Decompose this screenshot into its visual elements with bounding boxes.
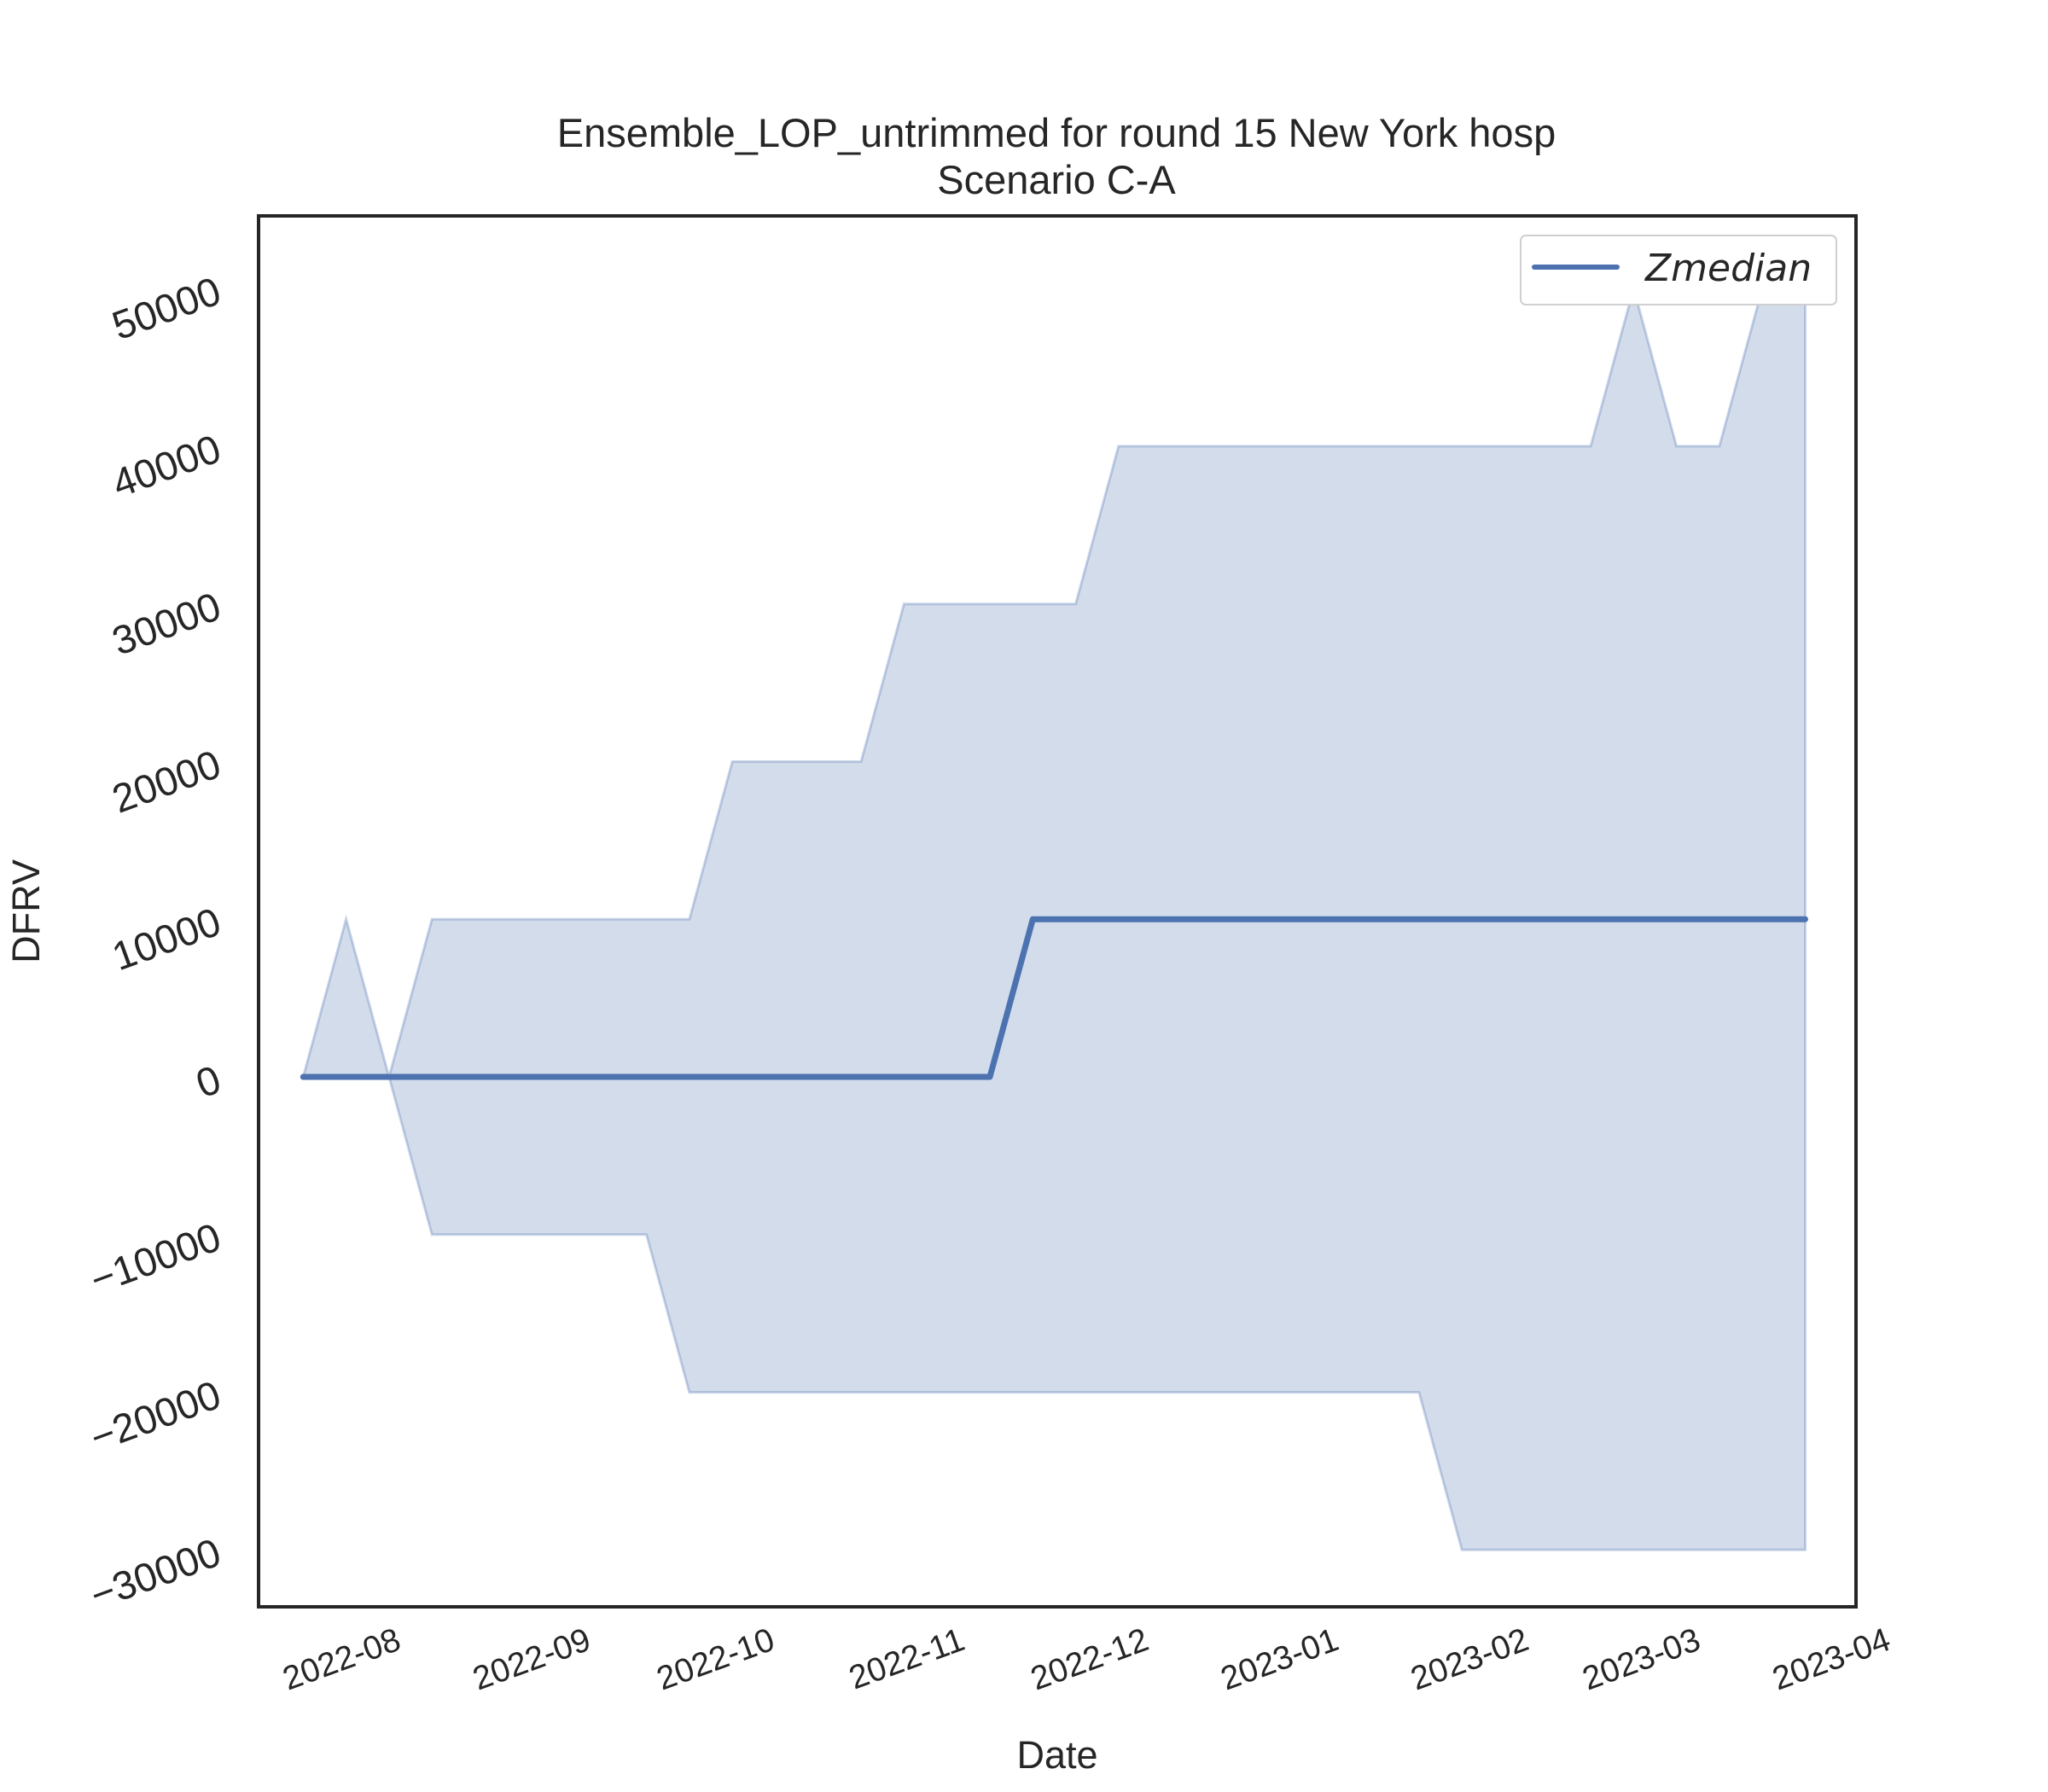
plot-frame: [257, 214, 1858, 1609]
x-tick-label: 2022-10: [652, 1621, 779, 1697]
y-tick-label: 30000: [106, 583, 226, 664]
x-axis-label: Date: [1016, 1733, 1097, 1777]
x-tick-label: 2022-12: [1026, 1621, 1153, 1697]
chart-title: Ensemble_LOP_untrimmed for round 15 New …: [557, 110, 1556, 155]
legend-box: [1520, 235, 1837, 305]
x-tick-label: 2023-02: [1406, 1621, 1533, 1697]
y-axis-label: DFRV: [4, 859, 48, 963]
y-tick-label: 40000: [106, 425, 226, 506]
y-tick-label: 20000: [106, 741, 226, 822]
y-tick-label: −20000: [84, 1371, 227, 1460]
x-tick-label: 2022-08: [278, 1621, 405, 1697]
series-line-zmedian: [300, 916, 1808, 1080]
x-axis-ticks: 2022-08 2022-09 2022-10 2022-11 2022-12 2023-…: [278, 1621, 1895, 1697]
y-tick-label: −10000: [84, 1213, 227, 1302]
x-tick-label: 2023-01: [1216, 1621, 1343, 1697]
x-tick-label: 2023-03: [1578, 1621, 1705, 1697]
y-tick-label: −30000: [84, 1529, 227, 1618]
y-tick-label: 10000: [106, 899, 226, 980]
x-tick-label: 2022-11: [844, 1621, 969, 1696]
x-tick-label: 2022-09: [468, 1621, 596, 1697]
y-tick-label: 50000: [106, 268, 226, 349]
y-axis-ticks: −30000 −20000 −10000 0 10000 20000 30000 40000 5…: [84, 268, 227, 1618]
legend: Zmedian: [1520, 235, 1837, 305]
y-tick-label: 0: [190, 1056, 227, 1107]
plot-area: [300, 283, 1808, 1551]
chart-subtitle: Scenario C-A: [937, 157, 1176, 202]
legend-label-zmedian: Zmedian: [1644, 247, 1812, 290]
x-tick-label: 2023-04: [1768, 1621, 1895, 1697]
